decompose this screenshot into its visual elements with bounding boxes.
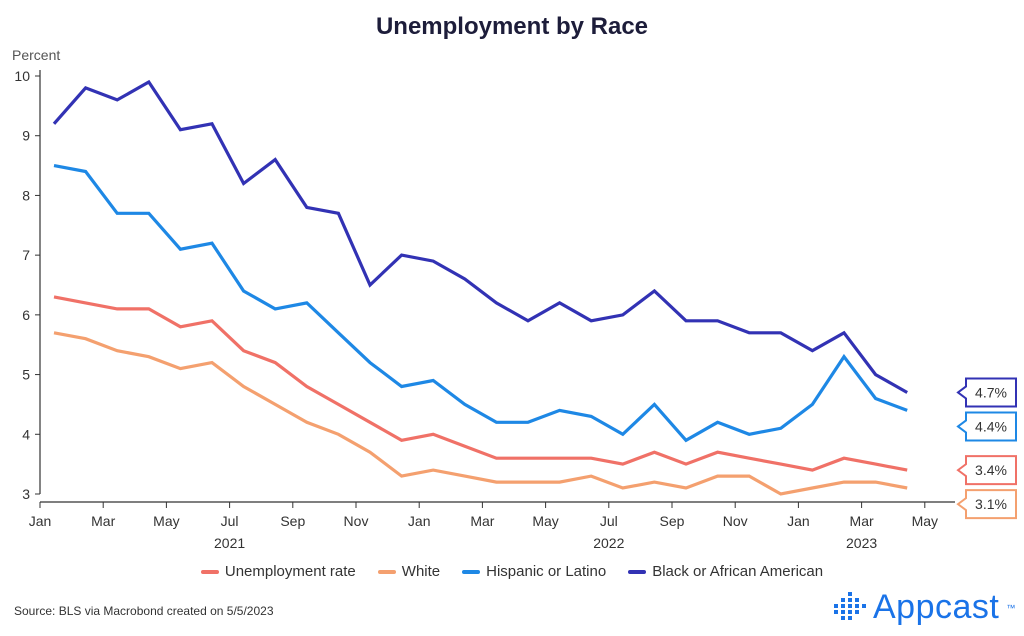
- series-line-white: [53, 331, 908, 496]
- line-chart: Unemployment by Race Percent 3 4 5 6 7 8 9 10 J…: [12, 13, 1017, 551]
- legend-label: Unemployment rate: [224, 563, 356, 580]
- legend-item: Hispanic or Latino: [462, 563, 606, 580]
- series-lines: [52, 79, 908, 496]
- x-tick-label: Mar: [470, 513, 494, 529]
- end-value-label: 4.4%: [975, 418, 1007, 434]
- appcast-logo-text: Appcast: [873, 588, 1000, 626]
- x-axis: Jan Mar May Jul Sep Nov Jan Mar May Jul Sep Nov Jan M…: [29, 501, 955, 551]
- legend-swatch: [462, 569, 481, 574]
- appcast-logo-tm: ™: [1006, 602, 1016, 613]
- x-year-label: 2023: [846, 535, 877, 551]
- x-tick-label: Nov: [723, 513, 748, 529]
- series-line-hispanic-or-latino: [53, 164, 908, 443]
- series-line-black-or-african-american: [52, 79, 908, 394]
- legend-label: Black or African American: [652, 563, 824, 580]
- legend-label: White: [401, 563, 441, 580]
- appcast-dots-icon: [834, 591, 866, 620]
- y-tick-label: 3: [22, 486, 30, 502]
- x-year-label: 2021: [214, 535, 245, 551]
- y-tick-label: 5: [22, 367, 30, 383]
- x-tick-label: Mar: [91, 513, 115, 529]
- x-year-label: 2022: [593, 535, 624, 551]
- x-tick-label: Mar: [850, 513, 874, 529]
- end-label-box: [956, 489, 1017, 520]
- end-value-labels: 4.7% 4.4% 3.4% 3.1%: [956, 377, 1017, 520]
- end-label-box: [956, 377, 1017, 408]
- legend-label: Hispanic or Latino: [486, 563, 607, 580]
- appcast-logo: Appcast ™: [833, 588, 1015, 627]
- x-tick-label: Sep: [660, 513, 685, 529]
- y-tick-label: 4: [22, 426, 30, 442]
- series-line-unemployment-rate: [53, 295, 908, 472]
- chart-legend: Unemployment rate White Hispanic or Latino…: [0, 563, 1024, 580]
- y-tick-label: 8: [22, 187, 30, 203]
- x-tick-label: May: [912, 513, 938, 529]
- x-tick-label: Jan: [408, 513, 431, 529]
- legend-swatch: [628, 569, 647, 574]
- x-tick-label: May: [153, 513, 179, 529]
- legend-item: Unemployment rate: [200, 563, 356, 580]
- y-tick-label: 9: [22, 128, 30, 144]
- legend-item: White: [377, 563, 441, 580]
- y-tick-label: 6: [22, 307, 30, 323]
- y-axis: 3 4 5 6 7 8 9 10: [14, 68, 41, 502]
- chart-title: Unemployment by Race: [376, 13, 648, 40]
- x-tick-label: Jan: [787, 513, 810, 529]
- end-value-label: 4.7%: [975, 384, 1007, 400]
- y-tick-label: 10: [14, 68, 30, 84]
- end-value-label: 3.1%: [975, 496, 1007, 512]
- x-tick-label: May: [532, 513, 558, 529]
- source-note: Source: BLS via Macrobond created on 5/5…: [14, 604, 274, 618]
- y-axis-unit-label: Percent: [12, 47, 60, 63]
- legend-swatch: [377, 569, 396, 574]
- x-tick-label: Jan: [29, 513, 52, 529]
- y-tick-label: 7: [22, 247, 30, 263]
- legend-swatch: [200, 569, 219, 574]
- legend-item: Black or African American: [628, 563, 823, 580]
- x-tick-label: Nov: [344, 513, 369, 529]
- x-tick-label: Jul: [600, 513, 618, 529]
- x-tick-label: Jul: [221, 513, 239, 529]
- end-label-box: [956, 411, 1017, 442]
- x-tick-label: Sep: [280, 513, 305, 529]
- end-value-label: 3.4%: [975, 462, 1007, 478]
- end-label-box: [956, 455, 1017, 486]
